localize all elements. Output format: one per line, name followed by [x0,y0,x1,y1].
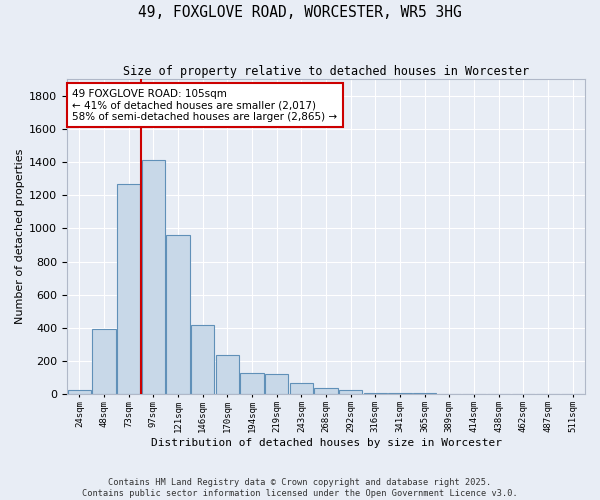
Bar [388,393,412,394]
Bar [240,372,264,394]
Bar [191,324,214,394]
Bar [314,388,338,394]
Text: Contains HM Land Registry data © Crown copyright and database right 2025.
Contai: Contains HM Land Registry data © Crown c… [82,478,518,498]
Bar [68,390,91,394]
Text: 49 FOXGLOVE ROAD: 105sqm
← 41% of detached houses are smaller (2,017)
58% of sem: 49 FOXGLOVE ROAD: 105sqm ← 41% of detach… [72,88,337,122]
Bar [265,374,289,394]
Bar [166,235,190,394]
Bar [290,384,313,394]
Bar [142,160,165,394]
Bar [413,393,436,394]
X-axis label: Distribution of detached houses by size in Worcester: Distribution of detached houses by size … [151,438,502,448]
Y-axis label: Number of detached properties: Number of detached properties [15,149,25,324]
Title: Size of property relative to detached houses in Worcester: Size of property relative to detached ho… [123,65,529,78]
Bar [117,184,140,394]
Bar [92,328,116,394]
Text: 49, FOXGLOVE ROAD, WORCESTER, WR5 3HG: 49, FOXGLOVE ROAD, WORCESTER, WR5 3HG [138,5,462,20]
Bar [339,390,362,394]
Bar [364,393,387,394]
Bar [215,355,239,394]
